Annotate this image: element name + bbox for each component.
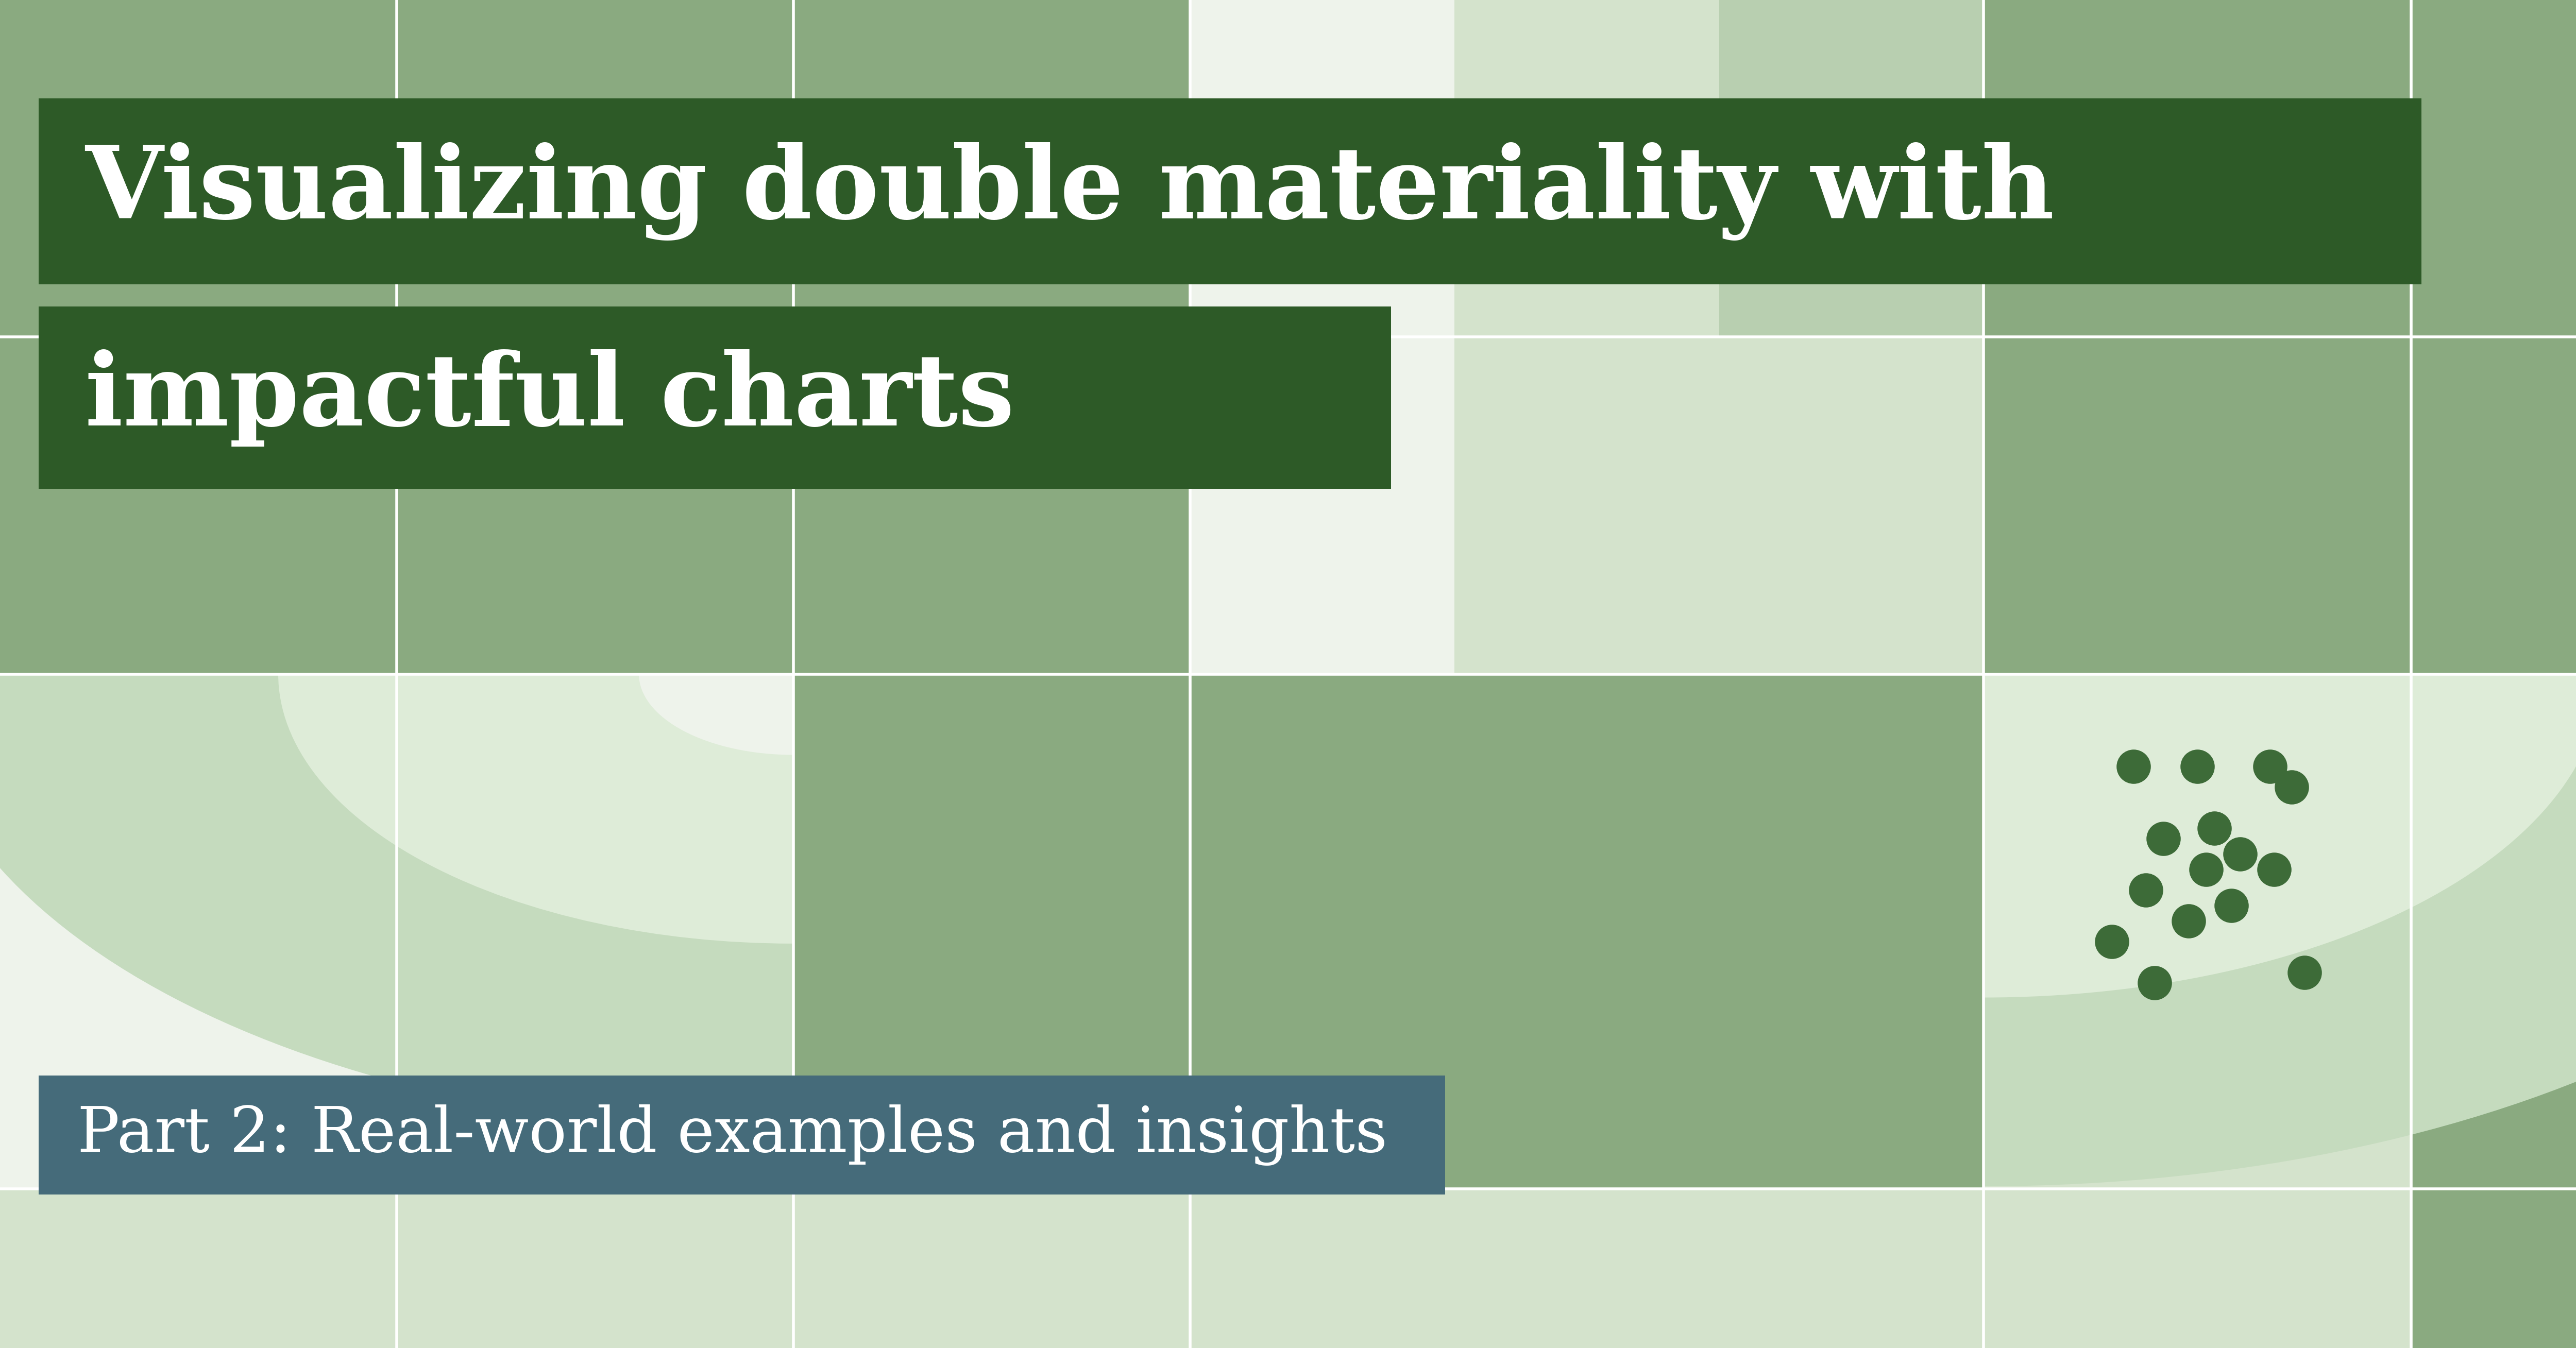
Bar	[1455, 337, 1718, 674]
Point	[2285, 962, 2326, 984]
Wedge shape	[278, 674, 793, 944]
Point	[2184, 859, 2226, 880]
Point	[2092, 931, 2133, 953]
Bar	[39, 307, 1391, 489]
Point	[2125, 879, 2166, 900]
Bar	[1984, 674, 2411, 1189]
Wedge shape	[1984, 674, 2576, 998]
Point	[2210, 895, 2251, 917]
Point	[2254, 859, 2295, 880]
Bar	[1718, 0, 1984, 337]
Wedge shape	[639, 674, 793, 755]
Bar	[1455, 0, 1718, 337]
Point	[2177, 756, 2218, 778]
Bar	[0, 1189, 397, 1348]
Point	[2133, 972, 2174, 993]
Bar	[1190, 0, 1984, 337]
Bar	[1190, 0, 1455, 337]
Point	[2249, 756, 2290, 778]
Bar	[0, 0, 1190, 674]
Text: impactful charts: impactful charts	[85, 349, 1015, 446]
Bar	[39, 1076, 1445, 1194]
Bar	[397, 1189, 793, 1348]
Bar	[1190, 1189, 1984, 1348]
Bar	[0, 674, 397, 1189]
Wedge shape	[0, 674, 793, 1132]
Point	[2112, 756, 2154, 778]
Bar	[1190, 337, 1455, 674]
Bar	[793, 674, 1190, 1189]
Bar	[2411, 1189, 2576, 1348]
Text: Part 2: Real-world examples and insights: Part 2: Real-world examples and insights	[77, 1104, 1388, 1166]
Bar	[793, 1189, 1190, 1348]
Point	[2169, 910, 2210, 931]
Point	[2221, 844, 2262, 865]
Bar	[1190, 674, 1984, 1189]
Point	[2272, 776, 2313, 798]
Point	[2195, 818, 2236, 840]
Bar	[1984, 0, 2576, 674]
Bar	[2411, 674, 2576, 1189]
Wedge shape	[1984, 674, 2576, 1186]
Bar	[1984, 1189, 2411, 1348]
Text: Visualizing double materiality with: Visualizing double materiality with	[85, 143, 2053, 240]
Bar	[39, 98, 2421, 284]
Bar	[397, 674, 793, 1189]
Point	[2143, 828, 2184, 849]
Bar	[1718, 337, 1984, 674]
